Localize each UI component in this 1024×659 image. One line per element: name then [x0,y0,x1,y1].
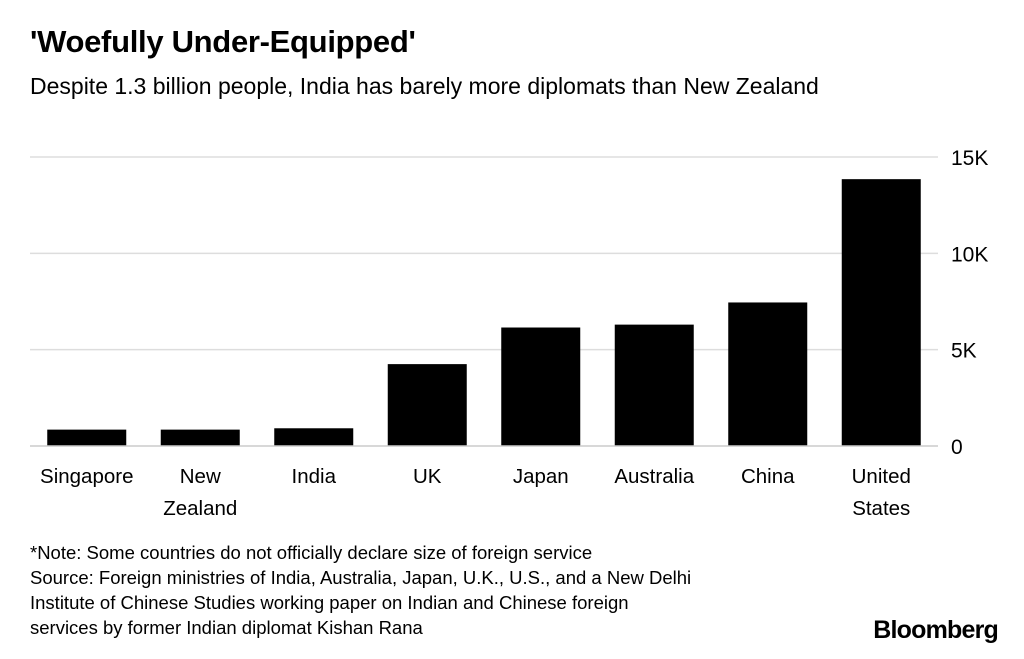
x-tick-label: United [852,465,911,488]
y-tick-label: 15K [951,147,988,170]
bar [614,324,694,446]
x-tick-label: Singapore [40,465,133,488]
bar [47,429,127,446]
bar [728,302,808,446]
y-tick-label: 0 [951,436,963,459]
x-tick-label: New [180,465,221,488]
source-line-2: Institute of Chinese Studies working pap… [30,592,629,613]
y-tick-label: 10K [951,243,988,266]
bar [387,364,467,446]
y-tick-label: 5K [951,340,977,363]
x-tick-label: China [741,465,795,488]
x-tick-label: Zealand [163,497,237,520]
x-tick-label: India [292,465,337,488]
chart-subtitle: Despite 1.3 billion people, India has ba… [30,73,819,99]
source-line-1: Source: Foreign ministries of India, Aus… [30,567,692,588]
x-tick-label: States [852,497,910,520]
bar [160,429,240,446]
note-text: *Note: Some countries do not officially … [30,542,593,563]
x-tick-label: Australia [614,465,694,488]
x-tick-label: Japan [513,465,569,488]
x-tick-label: UK [413,465,442,488]
footnotes: *Note: Some countries do not officially … [30,540,691,640]
chart-title: 'Woefully Under-Equipped' [30,24,416,59]
bar-chart: 0 5K 10K 15K Singapore New Zealand India UK Japan… [30,147,988,520]
bar [274,428,354,446]
bar [501,327,581,446]
source-line-3: services by former Indian diplomat Kisha… [30,617,423,638]
bloomberg-logo: Bloomberg [873,616,999,644]
bar [841,179,921,446]
